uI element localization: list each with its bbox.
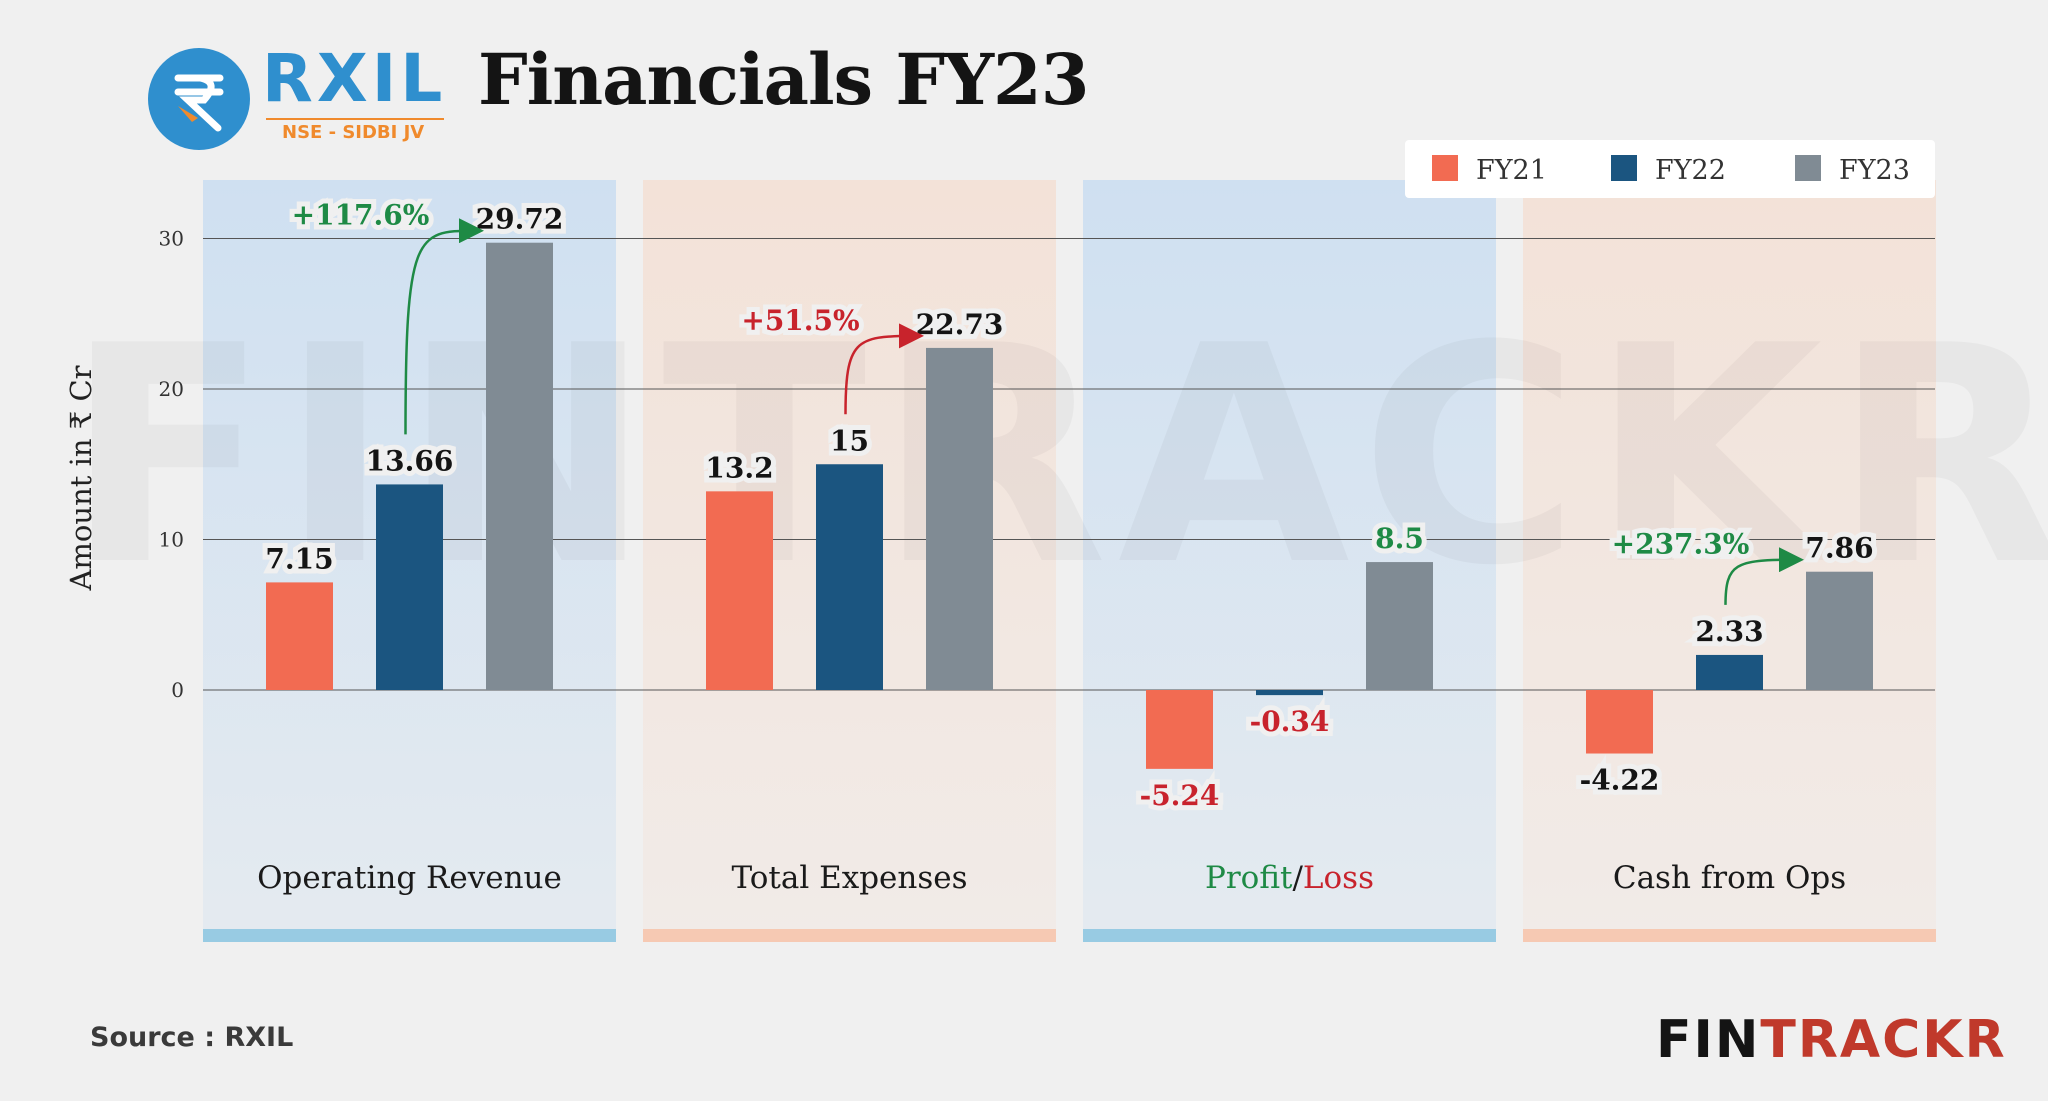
logo-divider: [266, 118, 444, 120]
growth-arrow: [404, 218, 484, 435]
bar: [1696, 654, 1763, 690]
growth-annotation: +51.5%: [741, 304, 859, 337]
bar-value-label: -5.24: [1140, 779, 1220, 812]
bar-value-label: -0.34: [1250, 705, 1330, 738]
bar-value-label: 7.15: [265, 542, 333, 575]
bar: [706, 491, 773, 690]
bar: [266, 582, 333, 690]
watermark: FINTRACKR: [64, 282, 2048, 631]
category-label: Profit/Loss: [1205, 860, 1374, 896]
page-title: Financials FY23: [478, 38, 1089, 121]
brand-part1: FIN: [1656, 1010, 1761, 1070]
bar-value-label: 29.72: [476, 203, 564, 236]
growth-arrow: [1724, 547, 1804, 605]
legend-swatch: [1795, 155, 1821, 181]
logo-subtext: NSE - SIDBI JV: [282, 122, 425, 143]
y-tick-label: 20: [159, 377, 184, 401]
category-strip: [643, 929, 1056, 942]
brand-logo: FINTRACKR: [1656, 1010, 2007, 1070]
brand-part2: TRACKR: [1760, 1010, 2007, 1070]
bar: [1586, 690, 1653, 754]
legend: [1405, 140, 1935, 198]
category-label-part: Operating Revenue: [257, 860, 562, 896]
category-label-part: Total Expenses: [731, 860, 967, 896]
y-tick-label: 30: [159, 227, 184, 251]
y-tick-label: 0: [171, 678, 184, 702]
bar: [816, 464, 883, 690]
legend-label: FY23: [1839, 155, 1910, 186]
bar: [1256, 690, 1323, 696]
category-label: Cash from Ops: [1613, 860, 1846, 896]
bar-value-label: -4.22: [1580, 764, 1660, 797]
bar: [1806, 571, 1873, 690]
growth-annotation: +117.6%: [292, 199, 430, 232]
rxil-logo-icon: [148, 48, 250, 150]
bar: [1146, 690, 1213, 769]
category-label-part: /: [1292, 860, 1303, 896]
category-label: Operating Revenue: [257, 860, 562, 896]
category-label-part: Profit: [1205, 860, 1293, 896]
category-label-part: Loss: [1303, 860, 1374, 896]
category-panel: [1083, 180, 1496, 930]
category-label-part: Cash from Ops: [1613, 860, 1846, 896]
bar-value-label: 7.86: [1805, 532, 1873, 565]
bar-value-label: 8.5: [1375, 522, 1424, 555]
bar: [1366, 562, 1433, 690]
y-tick-label: 10: [159, 528, 184, 552]
growth-annotation: +237.3%: [1612, 528, 1750, 561]
bar: [486, 242, 553, 691]
bar-value-label: 2.33: [1695, 615, 1763, 648]
category-label: Total Expenses: [731, 860, 967, 896]
category-panel: [1523, 180, 1936, 930]
y-axis-label: Amount in ₹ Cr: [64, 365, 98, 591]
legend-label: FY21: [1476, 155, 1547, 186]
bar-value-label: 13.66: [366, 444, 454, 477]
bar-value-label: 15: [830, 424, 869, 457]
legend-swatch: [1432, 155, 1458, 181]
logo-text: RXIL: [262, 40, 447, 117]
category-strip: [203, 929, 616, 942]
legend-swatch: [1611, 155, 1637, 181]
bar: [376, 484, 443, 690]
category-strip: [1083, 929, 1496, 942]
bar: [926, 347, 993, 690]
bar-value-label: 22.73: [916, 308, 1004, 341]
category-strip: [1523, 929, 1936, 942]
legend-label: FY22: [1655, 155, 1726, 186]
rxil-logo: RXIL NSE - SIDBI JV: [148, 40, 448, 156]
growth-arrow: [844, 323, 924, 415]
bar-value-label: 13.2: [705, 451, 773, 484]
source-note: Source : RXIL: [90, 1022, 294, 1053]
